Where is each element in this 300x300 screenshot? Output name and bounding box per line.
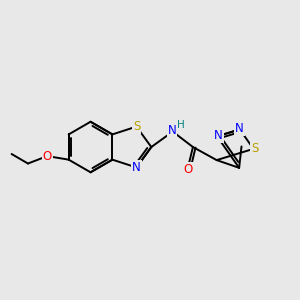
Text: S: S (133, 120, 140, 133)
Text: S: S (251, 142, 259, 155)
Text: N: N (235, 122, 244, 135)
Text: N: N (214, 129, 223, 142)
Text: N: N (132, 161, 141, 174)
Text: O: O (43, 150, 52, 163)
Text: N: N (167, 124, 176, 137)
Text: H: H (177, 120, 185, 130)
Text: O: O (183, 164, 192, 176)
